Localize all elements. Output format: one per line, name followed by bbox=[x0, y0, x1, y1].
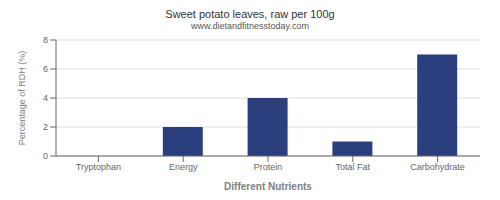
svg-text:Percentage of RDH (%): Percentage of RDH (%) bbox=[17, 51, 27, 146]
svg-text:Energy: Energy bbox=[169, 162, 198, 172]
html-text:Sweet potato leaves, raw per 1: Sweet potato leaves, raw per 100g bbox=[165, 8, 335, 20]
svg-text:Tryptophan: Tryptophan bbox=[76, 162, 121, 172]
svg-text:0: 0 bbox=[43, 151, 48, 161]
svg-text:Protein: Protein bbox=[254, 162, 283, 172]
svg-text:2: 2 bbox=[43, 122, 48, 132]
svg-text:Different Nutrients: Different Nutrients bbox=[224, 181, 312, 192]
svg-text:6: 6 bbox=[43, 64, 48, 74]
svg-text:4: 4 bbox=[43, 93, 48, 103]
svg-text:Total Fat: Total Fat bbox=[336, 162, 371, 172]
svg-text:Carbohydrate: Carbohydrate bbox=[410, 162, 465, 172]
html-text:www.dietandfitnesstoday.com: www.dietandfitnesstoday.com bbox=[191, 21, 309, 31]
svg-text:8: 8 bbox=[43, 35, 48, 45]
